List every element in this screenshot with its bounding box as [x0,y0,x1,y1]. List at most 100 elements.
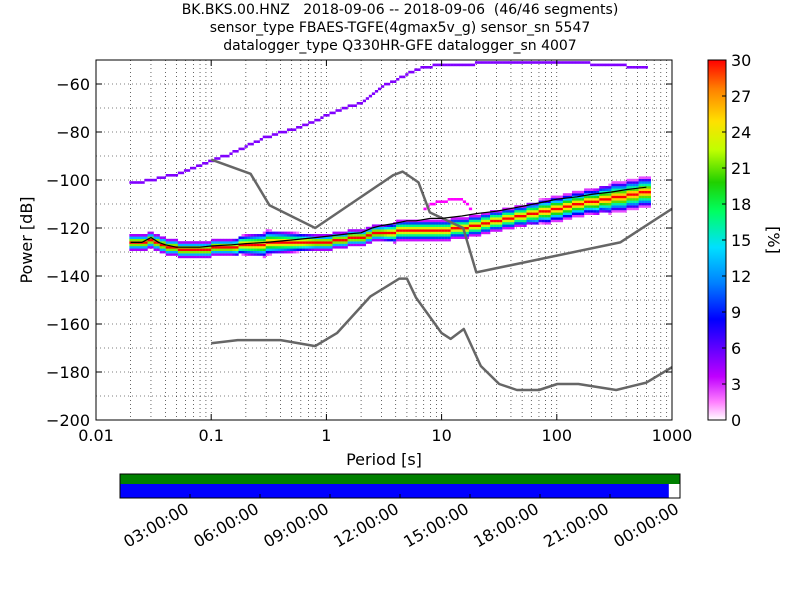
psd-density-cell [590,212,594,215]
psd-density-cell [535,205,539,208]
psd-density-cell [614,200,618,203]
psd-density-cell [265,229,269,232]
psd-density-cell [341,238,345,242]
psd-density-cell [274,238,279,242]
psd-density-cell [423,226,427,230]
psd-density-cell [487,214,491,218]
psd-density-cell [502,212,506,215]
psd-density-cell [614,186,618,189]
psd-density-cell [423,229,427,232]
psd-density-cell [329,248,333,251]
psd-outlier-cell-high [208,159,212,163]
psd-density-cell [535,210,539,213]
psd-outlier-cell-high [450,63,454,67]
psd-density-cell [511,222,515,225]
psd-density-cell [262,246,266,249]
psd-density-cell [408,238,412,242]
psd-density-cell [350,241,354,244]
psd-density-cell [459,222,464,225]
psd-density-cell [493,222,497,225]
psd-density-cell [614,183,618,187]
psd-density-cell [302,243,306,247]
psd-density-cell [144,243,148,247]
psd-density-cell [620,181,624,184]
psd-density-cell [414,224,418,227]
psd-density-cell [578,207,582,211]
psd-density-cell [250,246,254,249]
psd-density-cell [384,236,388,239]
psd-density-cell [177,250,182,254]
psd-density-cell [544,207,548,211]
psd-density-cell [520,222,524,225]
psd-density-cell [474,224,479,227]
psd-density-cell [320,248,324,251]
psd-density-cell [450,219,454,223]
y-tick-label: −80 [56,123,90,142]
psd-density-cell [520,207,524,211]
psd-density-cell [511,224,515,227]
psd-density-cell [626,190,630,194]
psd-line-0 [130,186,647,248]
psd-density-cell [641,195,645,199]
psd-density-cell [556,210,561,213]
psd-outlier-cell-high [280,130,285,134]
psd-density-cell [571,198,576,201]
psd-density-cell [211,238,215,242]
psd-density-cell [474,226,479,230]
psd-outlier-cell-high [462,63,467,67]
psd-density-cell [584,207,588,211]
psd-outlier-cell-high [402,75,406,79]
psd-density-cell [568,214,573,218]
psd-outlier-cell-high [217,157,221,160]
psd-density-cell [296,246,300,249]
psd-density-cell [305,234,309,237]
psd-density-cell [156,234,160,237]
psd-density-cell [138,246,142,249]
psd-density-cell [426,236,430,239]
psd-outlier-cell-high [347,104,351,107]
psd-density-cell [186,241,191,244]
psd-density-cell [623,200,627,203]
psd-density-cell [617,205,621,208]
psd-density-cell [471,231,476,235]
psd-density-cell [559,210,564,213]
psd-density-cell [614,202,618,206]
psd-density-cell [517,214,521,218]
chart-title-line-1: BK.BKS.00.HNZ 2018-09-06 -- 2018-09-06 (… [181,2,619,18]
psd-outlier-cell-high [135,181,139,184]
psd-density-cell [493,229,497,232]
psd-density-cell [405,231,409,235]
psd-density-cell [129,246,133,249]
psd-density-cell [232,246,236,249]
psd-outlier-cell-high [487,61,491,64]
psd-density-cell [590,188,594,191]
data-coverage-bar [119,473,681,499]
psd-density-cell [286,246,291,249]
psd-density-cell [268,246,273,249]
psd-density-cell [314,246,318,249]
psd-density-cell [380,226,385,230]
psd-density-cell [193,255,197,259]
psd-density-cell [259,243,263,247]
psd-density-cell [359,234,363,237]
psd-density-cell [435,231,439,235]
psd-density-cell [302,236,306,239]
psd-density-cell [262,248,266,251]
psd-density-cell [271,238,276,242]
psd-density-cell [368,241,373,244]
psd-outlier-cell-high [535,61,539,64]
psd-density-cell [487,229,491,232]
psd-density-cell [490,224,494,227]
psd-outlier-cell-high [189,166,194,170]
psd-density-cell [220,253,224,256]
psd-density-cell [326,241,330,244]
psd-density-cell [214,246,218,249]
psd-density-cell [217,246,221,249]
psd-density-cell [429,236,433,239]
psd-density-cell [593,205,597,208]
psd-outlier-cell-high [520,61,524,64]
psd-density-cell [629,198,633,201]
psd-density-cell [538,222,542,225]
psd-density-cell [189,255,194,259]
psd-density-cell [353,234,357,237]
